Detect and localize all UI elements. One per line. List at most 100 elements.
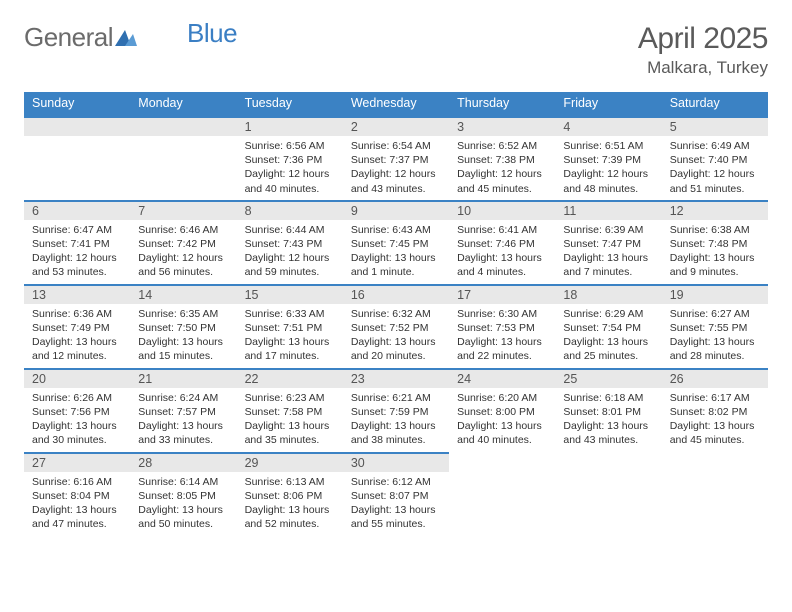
day-info: Sunrise: 6:33 AMSunset: 7:51 PMDaylight:… xyxy=(237,304,343,368)
calendar-cell: 19Sunrise: 6:27 AMSunset: 7:55 PMDayligh… xyxy=(662,284,768,368)
day-number: 15 xyxy=(237,284,343,304)
calendar-cell: 9Sunrise: 6:43 AMSunset: 7:45 PMDaylight… xyxy=(343,200,449,284)
calendar-cell: 14Sunrise: 6:35 AMSunset: 7:50 PMDayligh… xyxy=(130,284,236,368)
brand-text-2: Blue xyxy=(187,18,237,49)
calendar-week: 13Sunrise: 6:36 AMSunset: 7:49 PMDayligh… xyxy=(24,284,768,368)
day-info: Sunrise: 6:43 AMSunset: 7:45 PMDaylight:… xyxy=(343,220,449,284)
month-title: April 2025 xyxy=(638,22,768,56)
header: General Blue April 2025 Malkara, Turkey xyxy=(24,22,768,78)
day-number: 28 xyxy=(130,452,236,472)
day-number: 25 xyxy=(555,368,661,388)
calendar-cell: 10Sunrise: 6:41 AMSunset: 7:46 PMDayligh… xyxy=(449,200,555,284)
calendar-cell: 21Sunrise: 6:24 AMSunset: 7:57 PMDayligh… xyxy=(130,368,236,452)
day-number: 24 xyxy=(449,368,555,388)
day-number: 5 xyxy=(662,116,768,136)
day-number: 4 xyxy=(555,116,661,136)
calendar-table: SundayMondayTuesdayWednesdayThursdayFrid… xyxy=(24,92,768,536)
calendar-cell: 30Sunrise: 6:12 AMSunset: 8:07 PMDayligh… xyxy=(343,452,449,536)
day-info: Sunrise: 6:27 AMSunset: 7:55 PMDaylight:… xyxy=(662,304,768,368)
day-info: Sunrise: 6:49 AMSunset: 7:40 PMDaylight:… xyxy=(662,136,768,200)
day-number: 10 xyxy=(449,200,555,220)
calendar-cell: 7Sunrise: 6:46 AMSunset: 7:42 PMDaylight… xyxy=(130,200,236,284)
calendar-cell: 6Sunrise: 6:47 AMSunset: 7:41 PMDaylight… xyxy=(24,200,130,284)
empty-day xyxy=(24,116,130,136)
dayname-header: Wednesday xyxy=(343,92,449,115)
calendar-cell: 3Sunrise: 6:52 AMSunset: 7:38 PMDaylight… xyxy=(449,115,555,200)
calendar-cell: 11Sunrise: 6:39 AMSunset: 7:47 PMDayligh… xyxy=(555,200,661,284)
day-number: 26 xyxy=(662,368,768,388)
day-number: 27 xyxy=(24,452,130,472)
calendar-cell: 13Sunrise: 6:36 AMSunset: 7:49 PMDayligh… xyxy=(24,284,130,368)
day-info: Sunrise: 6:20 AMSunset: 8:00 PMDaylight:… xyxy=(449,388,555,452)
day-info: Sunrise: 6:24 AMSunset: 7:57 PMDaylight:… xyxy=(130,388,236,452)
day-info: Sunrise: 6:36 AMSunset: 7:49 PMDaylight:… xyxy=(24,304,130,368)
day-number: 1 xyxy=(237,116,343,136)
calendar-cell: 5Sunrise: 6:49 AMSunset: 7:40 PMDaylight… xyxy=(662,115,768,200)
dayname-header: Friday xyxy=(555,92,661,115)
calendar-cell: 26Sunrise: 6:17 AMSunset: 8:02 PMDayligh… xyxy=(662,368,768,452)
calendar-cell: 18Sunrise: 6:29 AMSunset: 7:54 PMDayligh… xyxy=(555,284,661,368)
calendar-week: 1Sunrise: 6:56 AMSunset: 7:36 PMDaylight… xyxy=(24,115,768,200)
day-info: Sunrise: 6:51 AMSunset: 7:39 PMDaylight:… xyxy=(555,136,661,200)
day-number: 21 xyxy=(130,368,236,388)
brand-flag-icon xyxy=(113,28,137,48)
day-info: Sunrise: 6:13 AMSunset: 8:06 PMDaylight:… xyxy=(237,472,343,536)
calendar-cell xyxy=(449,452,555,536)
day-info: Sunrise: 6:12 AMSunset: 8:07 PMDaylight:… xyxy=(343,472,449,536)
calendar-cell: 17Sunrise: 6:30 AMSunset: 7:53 PMDayligh… xyxy=(449,284,555,368)
calendar-week: 27Sunrise: 6:16 AMSunset: 8:04 PMDayligh… xyxy=(24,452,768,536)
day-info: Sunrise: 6:46 AMSunset: 7:42 PMDaylight:… xyxy=(130,220,236,284)
brand-text-1: General xyxy=(24,22,113,53)
calendar-cell xyxy=(24,115,130,200)
brand-logo: General Blue xyxy=(24,22,237,53)
title-block: April 2025 Malkara, Turkey xyxy=(638,22,768,78)
day-info: Sunrise: 6:38 AMSunset: 7:48 PMDaylight:… xyxy=(662,220,768,284)
dayname-header: Sunday xyxy=(24,92,130,115)
calendar-week: 20Sunrise: 6:26 AMSunset: 7:56 PMDayligh… xyxy=(24,368,768,452)
calendar-cell: 4Sunrise: 6:51 AMSunset: 7:39 PMDaylight… xyxy=(555,115,661,200)
day-info: Sunrise: 6:30 AMSunset: 7:53 PMDaylight:… xyxy=(449,304,555,368)
day-number: 18 xyxy=(555,284,661,304)
day-info: Sunrise: 6:44 AMSunset: 7:43 PMDaylight:… xyxy=(237,220,343,284)
day-number: 19 xyxy=(662,284,768,304)
dayname-header: Saturday xyxy=(662,92,768,115)
calendar-cell: 8Sunrise: 6:44 AMSunset: 7:43 PMDaylight… xyxy=(237,200,343,284)
day-number: 11 xyxy=(555,200,661,220)
day-number: 29 xyxy=(237,452,343,472)
calendar-cell: 1Sunrise: 6:56 AMSunset: 7:36 PMDaylight… xyxy=(237,115,343,200)
calendar-body: 1Sunrise: 6:56 AMSunset: 7:36 PMDaylight… xyxy=(24,115,768,536)
day-info: Sunrise: 6:41 AMSunset: 7:46 PMDaylight:… xyxy=(449,220,555,284)
day-number: 20 xyxy=(24,368,130,388)
day-number: 14 xyxy=(130,284,236,304)
day-info: Sunrise: 6:23 AMSunset: 7:58 PMDaylight:… xyxy=(237,388,343,452)
day-number: 23 xyxy=(343,368,449,388)
day-info: Sunrise: 6:56 AMSunset: 7:36 PMDaylight:… xyxy=(237,136,343,200)
day-info: Sunrise: 6:54 AMSunset: 7:37 PMDaylight:… xyxy=(343,136,449,200)
calendar-cell: 15Sunrise: 6:33 AMSunset: 7:51 PMDayligh… xyxy=(237,284,343,368)
calendar-cell xyxy=(555,452,661,536)
dayname-header: Thursday xyxy=(449,92,555,115)
calendar-cell: 16Sunrise: 6:32 AMSunset: 7:52 PMDayligh… xyxy=(343,284,449,368)
calendar-week: 6Sunrise: 6:47 AMSunset: 7:41 PMDaylight… xyxy=(24,200,768,284)
day-info: Sunrise: 6:14 AMSunset: 8:05 PMDaylight:… xyxy=(130,472,236,536)
day-number: 17 xyxy=(449,284,555,304)
day-info: Sunrise: 6:21 AMSunset: 7:59 PMDaylight:… xyxy=(343,388,449,452)
day-number: 30 xyxy=(343,452,449,472)
empty-day xyxy=(130,116,236,136)
day-info: Sunrise: 6:47 AMSunset: 7:41 PMDaylight:… xyxy=(24,220,130,284)
calendar-cell: 24Sunrise: 6:20 AMSunset: 8:00 PMDayligh… xyxy=(449,368,555,452)
day-number: 8 xyxy=(237,200,343,220)
day-info: Sunrise: 6:39 AMSunset: 7:47 PMDaylight:… xyxy=(555,220,661,284)
day-number: 9 xyxy=(343,200,449,220)
day-number: 12 xyxy=(662,200,768,220)
dayname-header: Monday xyxy=(130,92,236,115)
calendar-cell xyxy=(130,115,236,200)
day-number: 3 xyxy=(449,116,555,136)
calendar-cell xyxy=(662,452,768,536)
day-number: 6 xyxy=(24,200,130,220)
day-info: Sunrise: 6:16 AMSunset: 8:04 PMDaylight:… xyxy=(24,472,130,536)
day-number: 2 xyxy=(343,116,449,136)
calendar-cell: 23Sunrise: 6:21 AMSunset: 7:59 PMDayligh… xyxy=(343,368,449,452)
calendar-cell: 29Sunrise: 6:13 AMSunset: 8:06 PMDayligh… xyxy=(237,452,343,536)
calendar-cell: 28Sunrise: 6:14 AMSunset: 8:05 PMDayligh… xyxy=(130,452,236,536)
